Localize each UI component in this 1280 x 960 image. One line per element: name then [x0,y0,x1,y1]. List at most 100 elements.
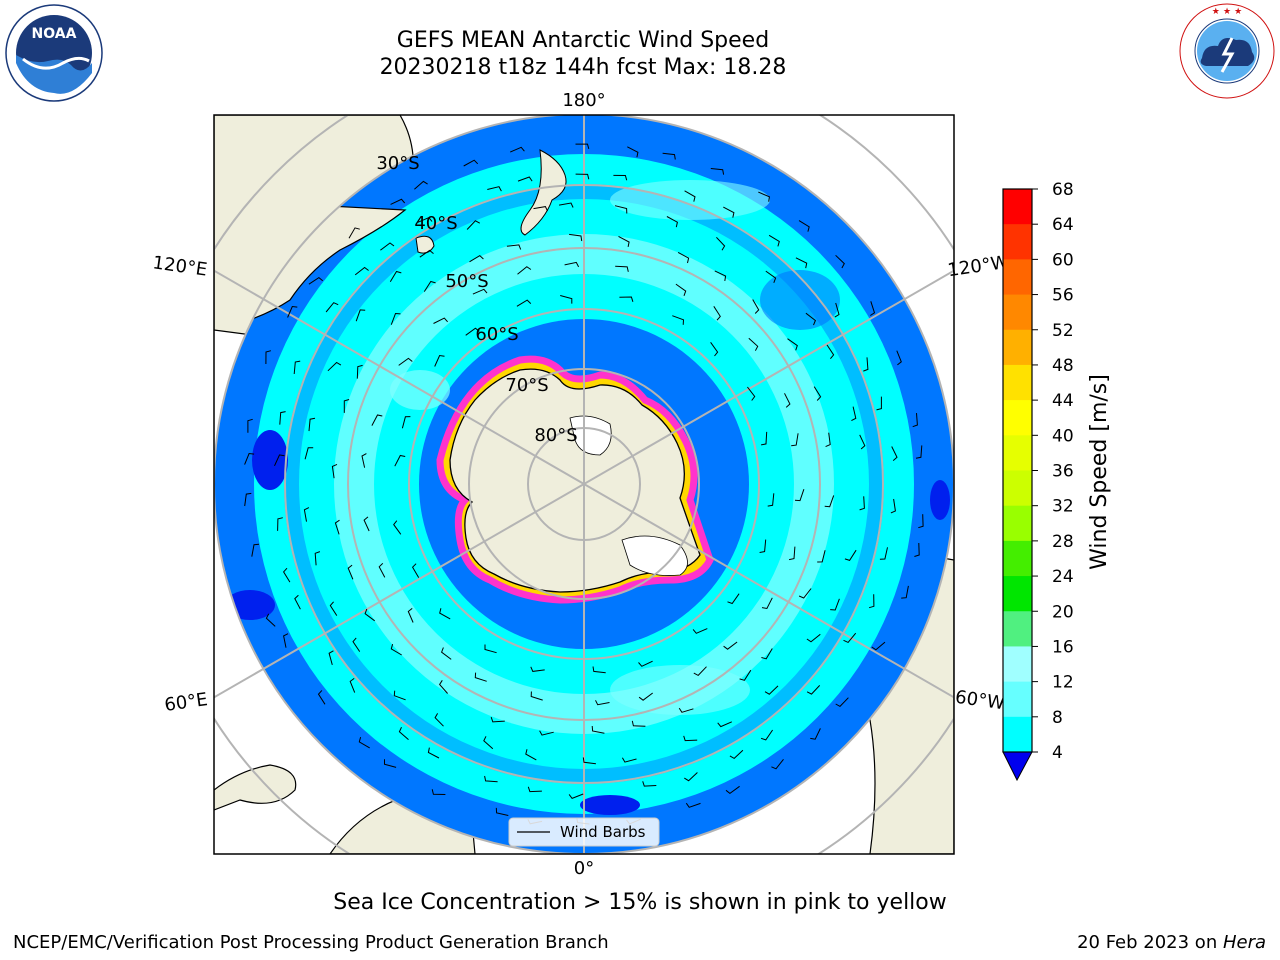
colorbar-segment [1003,540,1032,577]
wind-barb [564,261,580,268]
wind-barb [407,608,414,623]
wind-barb [759,539,767,553]
wind-barb [876,396,882,411]
map-frame [213,114,955,855]
wind-barb [244,492,252,507]
lat-label-30s: 30°S [376,153,419,174]
colorbar-tick-label: 16 [1052,637,1074,657]
wind-barb [798,220,810,232]
wind-barb [693,666,707,677]
wind-barb [393,520,402,535]
colorbar-tick-label: 4 [1052,743,1063,763]
wind-barb [914,542,920,557]
wind-barb [619,296,634,302]
wind-barb [510,146,525,153]
wind-barb [329,601,338,616]
wind-barb [582,757,596,765]
colorbar-segment [1003,681,1032,718]
wind-barb [684,190,696,202]
wind-barb [287,305,298,318]
wind-barb [863,357,869,372]
colorbar: 68 64 60 56 52 48 44 40 36 32 28 24 20 16 12 8 4 Wind Sp… [1002,180,1112,782]
wind-barbs [244,143,924,825]
colorbar-segment [1003,611,1032,647]
wind-barb [440,647,452,660]
national-weather-service-logo-icon: ★ ★ ★ [1179,3,1275,99]
wind-barb [798,588,812,599]
colorbar-segment [1003,576,1032,612]
wind-barb [487,186,502,192]
wind-barb [810,728,821,740]
wind-barb [723,641,738,650]
wind-barb [767,493,775,507]
wind-barb [843,632,857,644]
wind-barb [294,594,301,610]
lon-label-180: 180° [562,90,605,111]
wind-barb [358,736,370,749]
wind-barb [308,417,316,432]
wind-barb [824,495,835,508]
wind-barb [692,628,708,634]
wind-barb [575,173,590,180]
wind-barb [662,152,676,160]
colorbar-tick-label: 8 [1052,708,1063,728]
legend-label: Wind Barbs [560,823,646,841]
wind-barb [794,489,805,502]
wind-barb [331,463,338,479]
wind-barb [595,700,610,706]
lon-label-0: 0° [574,858,594,879]
wind-barb [371,414,383,426]
lon-label-120e: 120°E [151,252,208,280]
wind-barb [642,781,657,787]
lat-label-80s: 80°S [534,425,577,446]
colorbar-segment [1003,224,1032,260]
wind-barb [813,386,822,401]
wind-barb [683,735,698,742]
wind-barb [559,202,574,208]
wind-barb [915,445,923,459]
chart-title: GEFS MEAN Antarctic Wind Speed [396,28,770,53]
wind-barb [516,299,532,307]
wind-barb [348,227,360,239]
wind-barb [389,270,402,283]
wind-barb [525,749,537,761]
wind-barb [615,265,629,272]
wind-barb [834,302,840,318]
wind-barb [568,793,584,800]
wind-barb [771,758,784,770]
wind-barb [716,236,726,251]
svg-text:★ ★ ★: ★ ★ ★ [1212,7,1242,17]
wind-barb [871,641,886,651]
lat-label-70s: 70°S [505,375,548,396]
wind-barb [361,453,367,468]
wind-barb [265,350,272,365]
colorbar-under-arrow [1002,751,1033,782]
lat-label-60s: 60°S [475,324,518,345]
wind-barb [575,143,590,150]
wind-barb [725,785,740,795]
wind-barb [752,299,760,314]
wind-barb [423,280,436,292]
lon-label-120w: 120°W [946,252,1010,281]
wind-barb [303,507,310,522]
wind-barb [710,168,725,175]
wind-barb [729,749,744,760]
wind-barb [327,361,342,372]
wind-barb [844,549,857,561]
wind-barb [394,454,406,467]
wind-barb [859,496,865,511]
wind-barb [343,399,350,413]
wind-barb [631,720,646,727]
colorbar-segment [1003,505,1032,542]
wind-barb [714,270,727,281]
colorbar-tick-label: 64 [1052,215,1074,235]
wind-barb [334,519,340,535]
wind-barb [675,283,687,296]
colorbar-tick-label: 52 [1052,321,1074,341]
wind-barb [638,660,653,667]
wind-barb [859,434,866,450]
wind-barb [747,386,756,401]
wind-barb [354,266,369,276]
wind-barb [283,633,289,648]
wind-barb [591,725,605,734]
